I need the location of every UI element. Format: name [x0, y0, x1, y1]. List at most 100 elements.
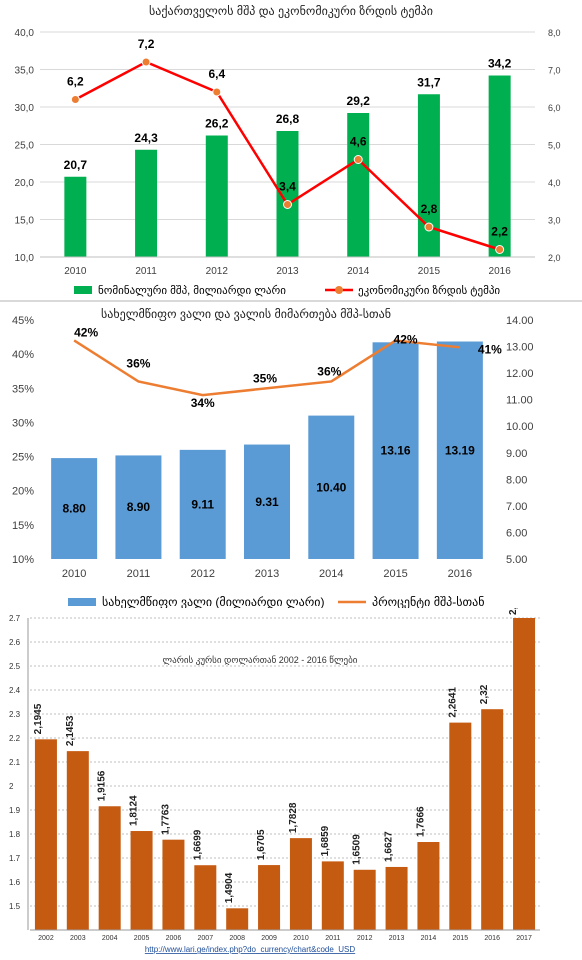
exchange-rate-bar	[98, 806, 121, 930]
x-tick-label: 2010	[293, 935, 309, 942]
y-tick-label: 20%	[12, 486, 34, 498]
gdp-bar	[64, 176, 87, 257]
x-tick-label: 2004	[102, 935, 118, 942]
exchange-rate-bar	[130, 831, 153, 930]
gdp-growth-chart-svg: საქართველოს მშპ და ეკონომიკური ზრდის ტემ…	[15, 4, 561, 297]
growth-point	[141, 57, 151, 67]
x-tick-label: 2016	[484, 935, 500, 942]
x-tick-label: 2012	[357, 935, 373, 942]
x-tick-label: 2013	[255, 568, 279, 580]
y2-tick-label: 5,0	[548, 141, 561, 151]
growth-label: 2,8	[421, 202, 438, 216]
x-tick-label: 2015	[383, 568, 407, 580]
exchange-rate-label: 2,1453	[65, 715, 76, 746]
y-tick-label: 30,0	[15, 103, 35, 114]
y2-tick-label: 14.00	[506, 315, 534, 327]
lari-exchange-rate-chart: 1.5 1.6 1.7 1.8 1.9 2 2.1 2.2 2.3 2.4 2.5 2.6 2.7 ლარ…	[0, 608, 582, 960]
exchange-rate-bar	[194, 865, 217, 930]
gdp-bar-label: 34,2	[488, 57, 512, 71]
x-tick-label: 2002	[38, 935, 54, 942]
y2-tick-label: 3,0	[548, 216, 561, 226]
debt-ratio-label: 34%	[191, 396, 215, 410]
x-tick-label: 2010	[64, 266, 87, 277]
x-tick-label: 2014	[421, 935, 437, 942]
debt-bar	[436, 341, 483, 559]
exchange-rate-bar	[513, 618, 536, 930]
y2-tick-label: 7.00	[506, 501, 527, 513]
gdp-bar	[347, 113, 370, 257]
y-tick-label: 45%	[12, 315, 34, 327]
y-tick-label: 2.3	[9, 710, 21, 719]
debt-bar-label: 13.19	[445, 443, 475, 457]
x-tick-label: 2013	[389, 935, 405, 942]
public-debt-chart-svg: სახელმწიფო ვალი და ვალის მიმართება მშპ-ს…	[12, 307, 534, 608]
x-tick-label: 2012	[206, 266, 229, 277]
exchange-rate-label: 2,2641	[447, 687, 458, 718]
exchange-rate-bar	[34, 739, 57, 930]
y2-tick-label: 6,0	[548, 103, 561, 113]
exchange-rate-bar	[289, 838, 312, 930]
y2-tick-label: 11.00	[506, 395, 533, 407]
debt-bar-label: 10.40	[316, 480, 346, 494]
exchange-rate-bar	[385, 866, 408, 930]
x-tick-label: 2011	[127, 568, 151, 580]
exchange-rate-label: 2,7	[508, 608, 519, 615]
x-tick-label: 2009	[261, 935, 277, 942]
x-tick-label: 2015	[453, 935, 469, 942]
y-tick-label: 2.6	[9, 638, 21, 647]
x-tick-label: 2015	[418, 266, 441, 277]
y-tick-label: 15%	[12, 520, 34, 532]
gdp-bar	[276, 131, 299, 257]
growth-label: 6,2	[67, 75, 84, 89]
y-tick-label: 35%	[12, 383, 34, 395]
exchange-rate-label: 1,6859	[320, 825, 331, 856]
gdp-bar	[488, 75, 511, 257]
debt-ratio-line	[73, 339, 460, 397]
y-tick-label: 2.4	[9, 686, 21, 695]
gdp-bar-label: 26,8	[276, 112, 300, 126]
y2-tick-label: 6.00	[506, 527, 527, 539]
y2-tick-label: 10.00	[506, 421, 534, 433]
y-tick-label: 40,0	[15, 28, 35, 39]
y2-tick-label: 7,0	[548, 66, 561, 76]
divider	[0, 300, 582, 302]
x-tick-label: 2003	[70, 935, 86, 942]
gdp-bar-label: 26,2	[205, 117, 229, 131]
x-tick-label: 2017	[516, 935, 532, 942]
y-tick-label: 10,0	[15, 253, 35, 264]
gdp-bar	[135, 149, 158, 257]
gdp-growth-chart: საქართველოს მშპ და ეკონომიკური ზრდის ტემ…	[0, 0, 582, 302]
growth-point	[424, 222, 434, 232]
growth-point	[212, 87, 222, 97]
exchange-rate-bar	[226, 908, 249, 930]
y-tick-label: 2.1	[9, 758, 21, 767]
exchange-rate-bar	[353, 869, 376, 930]
exchange-rate-bar	[449, 722, 472, 930]
y-tick-label: 30%	[12, 417, 34, 429]
exchange-rate-bar	[321, 861, 344, 930]
y-tick-label: 2	[9, 782, 14, 791]
y2-tick-label: 2,0	[548, 253, 561, 263]
y2-tick-label: 9.00	[506, 448, 527, 460]
y-tick-label: 2.5	[9, 662, 21, 671]
y-tick-label: 15,0	[15, 216, 35, 227]
legend-label-gdp: ნომინალური მშპ, მილიარდი ლარი	[98, 285, 286, 297]
debt-bar-label: 9.11	[191, 497, 214, 511]
debt-ratio-label: 36%	[126, 356, 150, 370]
growth-label: 6,4	[208, 67, 225, 81]
legend-label-ratio: პროცენტი მშპ-სთან	[372, 595, 485, 608]
chart-title: სახელმწიფო ვალი და ვალის მიმართება მშპ-ს…	[101, 307, 391, 321]
x-tick-label: 2016	[489, 266, 512, 277]
y-tick-label: 1.8	[9, 830, 21, 839]
y-tick-label: 1.7	[9, 854, 21, 863]
exchange-rate-label: 1,7828	[288, 802, 299, 833]
y-tick-label: 10%	[12, 554, 34, 566]
exchange-rate-label: 1,7763	[160, 804, 171, 835]
debt-bar	[244, 444, 290, 559]
gdp-bar	[205, 135, 228, 257]
exchange-rate-bar	[66, 751, 89, 930]
y-tick-label: 25%	[12, 452, 34, 464]
lari-exchange-rate-chart-svg: 1.5 1.6 1.7 1.8 1.9 2 2.1 2.2 2.3 2.4 2.5 2.6 2.7 ლარ…	[9, 608, 540, 954]
x-tick-label: 2013	[276, 266, 299, 277]
y-tick-label: 1.9	[9, 806, 21, 815]
